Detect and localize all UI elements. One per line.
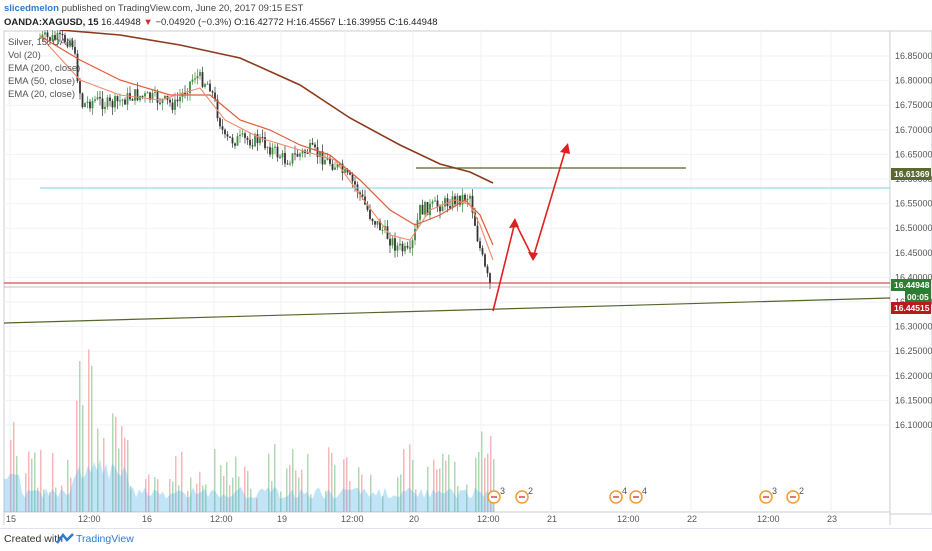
time-tick-label: 20 [409,514,419,524]
price-axis-panel[interactable] [889,30,932,515]
price-tick-label: 16.10000 [895,420,932,430]
time-tick-label: 15 [6,514,16,524]
price-tag-line: 16.44515 [891,302,931,314]
event-count-label: 3 [772,486,777,496]
ohlc-high: H:16.45567 [286,17,336,28]
price-tag-countdown: 00:05 [905,291,931,302]
legend-ema20[interactable]: EMA (20, close) [8,89,75,100]
price-tick-label: 16.25000 [895,346,932,356]
price-tag-resistance: 16.61369 [891,168,931,180]
price-tick-label: 16.40000 [895,272,932,282]
event-count-label: 3 [500,486,505,496]
time-tick-label: 12:00 [617,514,640,524]
time-tick-label: 12:00 [757,514,780,524]
footer: Created with TradingView [0,528,932,551]
price-tick-label: 16.85000 [895,51,932,61]
time-tick-label: 12:00 [341,514,364,524]
legend-symbol[interactable]: Silver, 15, OAN [8,37,73,48]
time-axis-panel[interactable] [3,511,891,525]
price-chart[interactable]: Silver, 15, OAN Vol (20) EMA (200, close… [0,30,932,525]
price-tick-label: 16.80000 [895,76,932,86]
projection-arrow-icon [560,143,570,154]
tradingview-brand-link[interactable]: TradingView [76,533,134,545]
trend-line[interactable] [3,297,891,324]
ema-200-line [59,30,494,184]
down-arrow-icon: ▼ [143,17,153,28]
plot-area[interactable] [3,30,891,515]
created-with-text: Created with [4,533,63,545]
time-tick-label: 21 [547,514,557,524]
time-tick-label: 23 [827,514,837,524]
price-tick-label: 16.30000 [895,322,932,332]
projection-arrow-icon [528,252,538,261]
event-count-label: 4 [642,486,647,496]
price-tick-label: 16.50000 [895,223,932,233]
author-link[interactable]: slicedmelon [4,3,59,14]
price-tick-label: 16.45000 [895,248,932,258]
price-tick-label: 16.20000 [895,371,932,381]
event-markers[interactable]: 3 2 4 4 3 2 [487,486,804,504]
projection-arrow-icon [509,218,519,228]
price-tag-label: 16.44515 [894,303,930,313]
price-tick-label: 16.65000 [895,149,932,159]
price-change: −0.04920 (−0.3%) [155,17,232,28]
event-count-label: 2 [799,486,804,496]
time-tick-label: 19 [277,514,287,524]
time-tick-label: 12:00 [477,514,500,524]
price-tick-label: 16.70000 [895,125,932,135]
tradingview-logo-icon [56,532,74,544]
price-tag-label: 16.44948 [894,280,930,290]
ema-50-line [39,35,494,246]
ohlc-low: L:16.39955 [338,17,386,28]
time-tick-label: 12:00 [210,514,233,524]
symbol-info: OANDA:XAGUSD, 15 16.44948 ▼ −0.04920 (−0… [4,17,438,28]
publish-text: published on TradingView.com, June 20, 2… [61,3,304,14]
projection-path[interactable] [492,147,567,312]
time-tick-label: 22 [687,514,697,524]
time-tick-label: 16 [142,514,152,524]
price-tick-label: 16.15000 [895,395,932,405]
event-count-label: 2 [528,486,533,496]
legend-ema200[interactable]: EMA (200, close) [8,63,80,74]
indicator-legend: Silver, 15, OAN Vol (20) EMA (200, close… [8,37,80,100]
event-count-label: 4 [622,486,627,496]
legend-ema50[interactable]: EMA (50, close) [8,76,75,87]
price-tick-label: 16.55000 [895,199,932,209]
time-axis-ticks: 15 12:00 16 12:00 19 12:00 20 12:00 21 12:00 22 12:… [6,514,837,524]
legend-volume[interactable]: Vol (20) [8,50,41,61]
price-tick-label: 16.75000 [895,100,932,110]
countdown-label: 00:05 [907,292,929,302]
ohlc-open: O:16.42772 [234,17,284,28]
ohlc-close: C:16.44948 [388,17,438,28]
last-price: 16.44948 [101,17,141,28]
publish-info: slicedmelon published on TradingView.com… [4,3,303,14]
price-tag-label: 16.61369 [894,169,930,179]
volume-bars [4,349,495,512]
ema-20-line [39,35,494,261]
price-tag-last: 16.44948 [891,279,931,291]
symbol-name[interactable]: OANDA:XAGUSD, 15 [4,17,99,28]
time-tick-label: 12:00 [78,514,101,524]
